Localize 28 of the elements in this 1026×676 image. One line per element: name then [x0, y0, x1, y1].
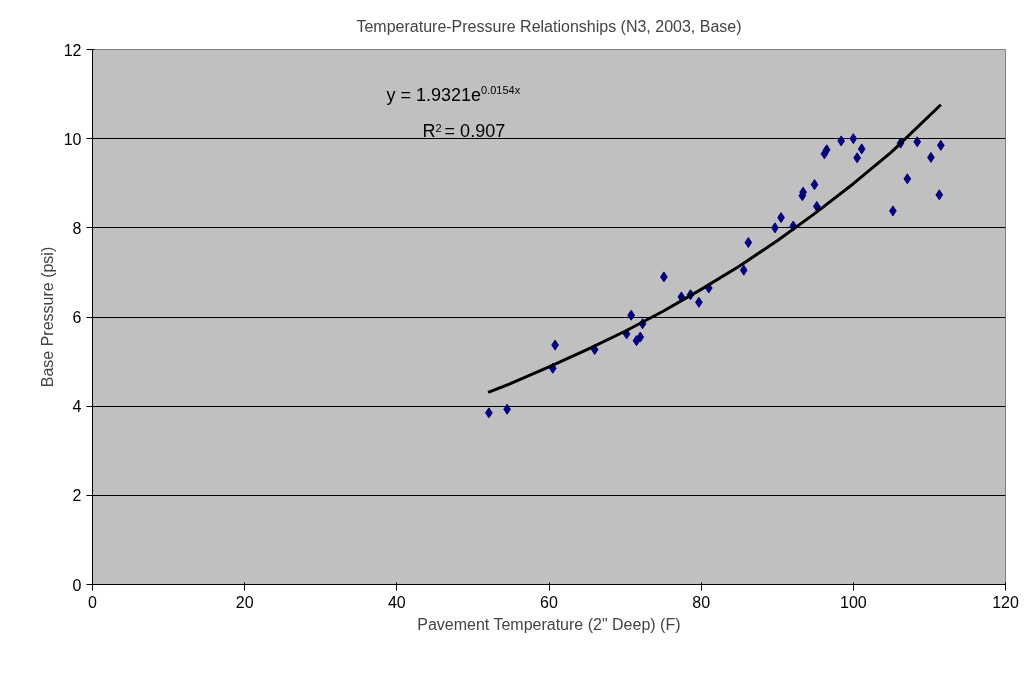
y-tick-label: 6	[72, 309, 82, 326]
point	[913, 136, 922, 148]
y-tick-label: 8	[72, 219, 82, 237]
x-tick-label: 20	[235, 593, 254, 611]
y-tick-label: 10	[63, 130, 82, 148]
point	[857, 143, 866, 155]
point	[849, 133, 858, 145]
x-tick-label: 100	[839, 593, 867, 611]
chart-title: Temperature-Pressure Relationships (N3, 2003, Base)	[356, 17, 742, 35]
point	[636, 331, 645, 343]
point	[903, 173, 912, 185]
x-axis-title: Pavement Temperature (2" Deep) (F)	[417, 615, 681, 633]
x-tick-label: 120	[992, 593, 1019, 611]
point	[812, 200, 821, 212]
x-tick-label: 0	[88, 593, 98, 611]
point	[810, 179, 819, 191]
point	[744, 237, 753, 249]
y-tick-label: 4	[72, 398, 82, 416]
point	[935, 189, 944, 201]
x-tick-label: 60	[540, 593, 558, 611]
x-tick-label: 80	[692, 593, 711, 611]
x-tick-label: 40	[387, 593, 406, 611]
y-axis-title: Base Pressure (psi)	[38, 246, 56, 388]
point	[822, 144, 831, 156]
y-tick-label: 0	[72, 576, 82, 594]
y-tick-label: 12	[63, 41, 82, 59]
point	[739, 264, 748, 276]
y-tick-label: 2	[72, 487, 82, 505]
